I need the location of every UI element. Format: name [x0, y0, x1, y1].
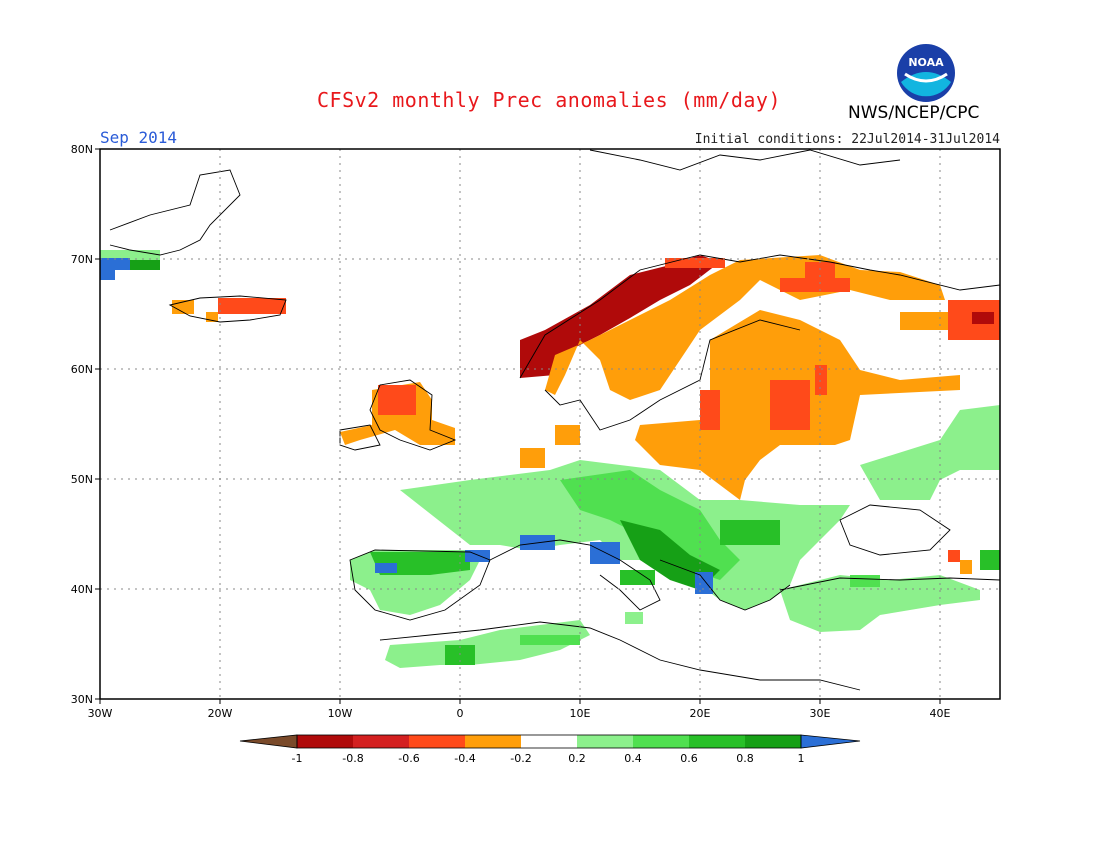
colorbar-label: -0.8: [342, 752, 363, 765]
anomaly-region: [980, 550, 1000, 570]
anomaly-region: [900, 312, 948, 330]
anomaly-region: [860, 405, 1000, 500]
anomaly-region: [218, 298, 286, 314]
colorbar-label: 0.6: [680, 752, 698, 765]
anomaly-region: [465, 550, 490, 562]
anomaly-region: [720, 520, 780, 545]
colorbar-segment: [353, 735, 409, 748]
lon-label: 40E: [930, 707, 951, 720]
anomaly-region: [560, 470, 740, 580]
colorbar-high-arrow: [801, 735, 860, 748]
lat-label: 50N: [71, 473, 93, 486]
colorbar-label: 0.4: [624, 752, 642, 765]
colorbar-label: -0.6: [398, 752, 419, 765]
anomaly-region: [948, 550, 960, 562]
coastline-britain: [369, 379, 457, 451]
colorbar-label: -0.2: [510, 752, 531, 765]
anomaly-region: [695, 572, 713, 594]
lat-label: 30N: [71, 693, 93, 706]
lat-label: 80N: [71, 143, 93, 156]
map-title: CFSv2 monthly Prec anomalies (mm/day): [316, 88, 782, 112]
anomaly-region: [700, 390, 720, 430]
anomaly-region: [100, 258, 130, 270]
anomaly-region: [378, 385, 416, 415]
lon-label: 20E: [690, 707, 711, 720]
initial-conditions-label: Initial conditions: 22Jul2014-31Jul2014: [694, 132, 1000, 147]
anomaly-region: [100, 270, 115, 280]
colorbar-segment: [297, 735, 353, 748]
colorbar-segment: [521, 735, 577, 748]
coastline-north-africa: [379, 621, 861, 691]
colorbar-segment: [577, 735, 633, 748]
coastline-iberia: [349, 549, 491, 621]
lon-label: 10W: [328, 707, 353, 720]
colorbar-label: -0.4: [454, 752, 475, 765]
colorbar-low-arrow: [240, 735, 297, 748]
colorbar-label: 0.2: [568, 752, 586, 765]
colorbar-label: 1: [798, 752, 805, 765]
colorbar-segment: [745, 735, 801, 748]
anomaly-region: [520, 448, 545, 468]
anomaly-region: [770, 380, 810, 430]
colorbar-segment: [689, 735, 745, 748]
colorbar-segment: [465, 735, 521, 748]
colorbar: -1 -0.8 -0.6 -0.4 -0.2 0.2 0.4 0.6 0.8 1: [239, 734, 861, 765]
anomaly-region: [972, 312, 994, 324]
graticule: [100, 149, 1000, 699]
anomaly-region: [960, 560, 972, 574]
colorbar-label: 0.8: [736, 752, 754, 765]
noaa-logo: NOAA: [897, 44, 955, 102]
anomaly-region: [206, 312, 218, 322]
coastline-black-sea: [839, 504, 951, 556]
coastline-svalbard: [589, 149, 901, 171]
coastline-italy: [489, 539, 661, 611]
logo-text: NOAA: [908, 56, 944, 69]
anomaly-region: [520, 635, 580, 645]
coastline-balkans: [659, 559, 791, 611]
lon-label: 30W: [88, 707, 113, 720]
colorbar-segment: [633, 735, 689, 748]
lat-label: 60N: [71, 363, 93, 376]
colorbar-label: -1: [292, 752, 303, 765]
coastline-baltic: [544, 319, 801, 431]
colorbar-segment: [409, 735, 465, 748]
anomaly-region: [815, 365, 827, 395]
anomaly-region: [665, 258, 725, 268]
lon-label: 30E: [810, 707, 831, 720]
anomaly-region: [805, 262, 835, 282]
map-frame: [99, 148, 1001, 700]
axis-ticks: [95, 148, 941, 704]
coastline-ireland: [339, 424, 381, 451]
anomaly-field: [100, 250, 1000, 668]
anomaly-region: [400, 460, 850, 610]
anomaly-region: [385, 620, 590, 668]
anomaly-region: [620, 570, 655, 585]
month-label: Sep 2014: [100, 128, 178, 147]
anomaly-region: [555, 425, 580, 445]
coastline-iceland: [168, 295, 287, 323]
lat-label: 70N: [71, 253, 93, 266]
anomaly-region: [375, 563, 397, 573]
anomaly-region: [850, 575, 880, 587]
lon-label: 20W: [208, 707, 233, 720]
agency-label: NWS/NCEP/CPC: [848, 103, 980, 123]
coastline-greenland: [109, 169, 241, 256]
anomaly-region: [130, 260, 160, 270]
lon-label: 10E: [570, 707, 591, 720]
lat-label: 40N: [71, 583, 93, 596]
coastline-turkey: [779, 577, 1001, 591]
anomaly-region: [520, 255, 720, 378]
anomaly-region: [545, 255, 945, 400]
lon-label: 0: [457, 707, 464, 720]
anomaly-region: [625, 612, 643, 624]
